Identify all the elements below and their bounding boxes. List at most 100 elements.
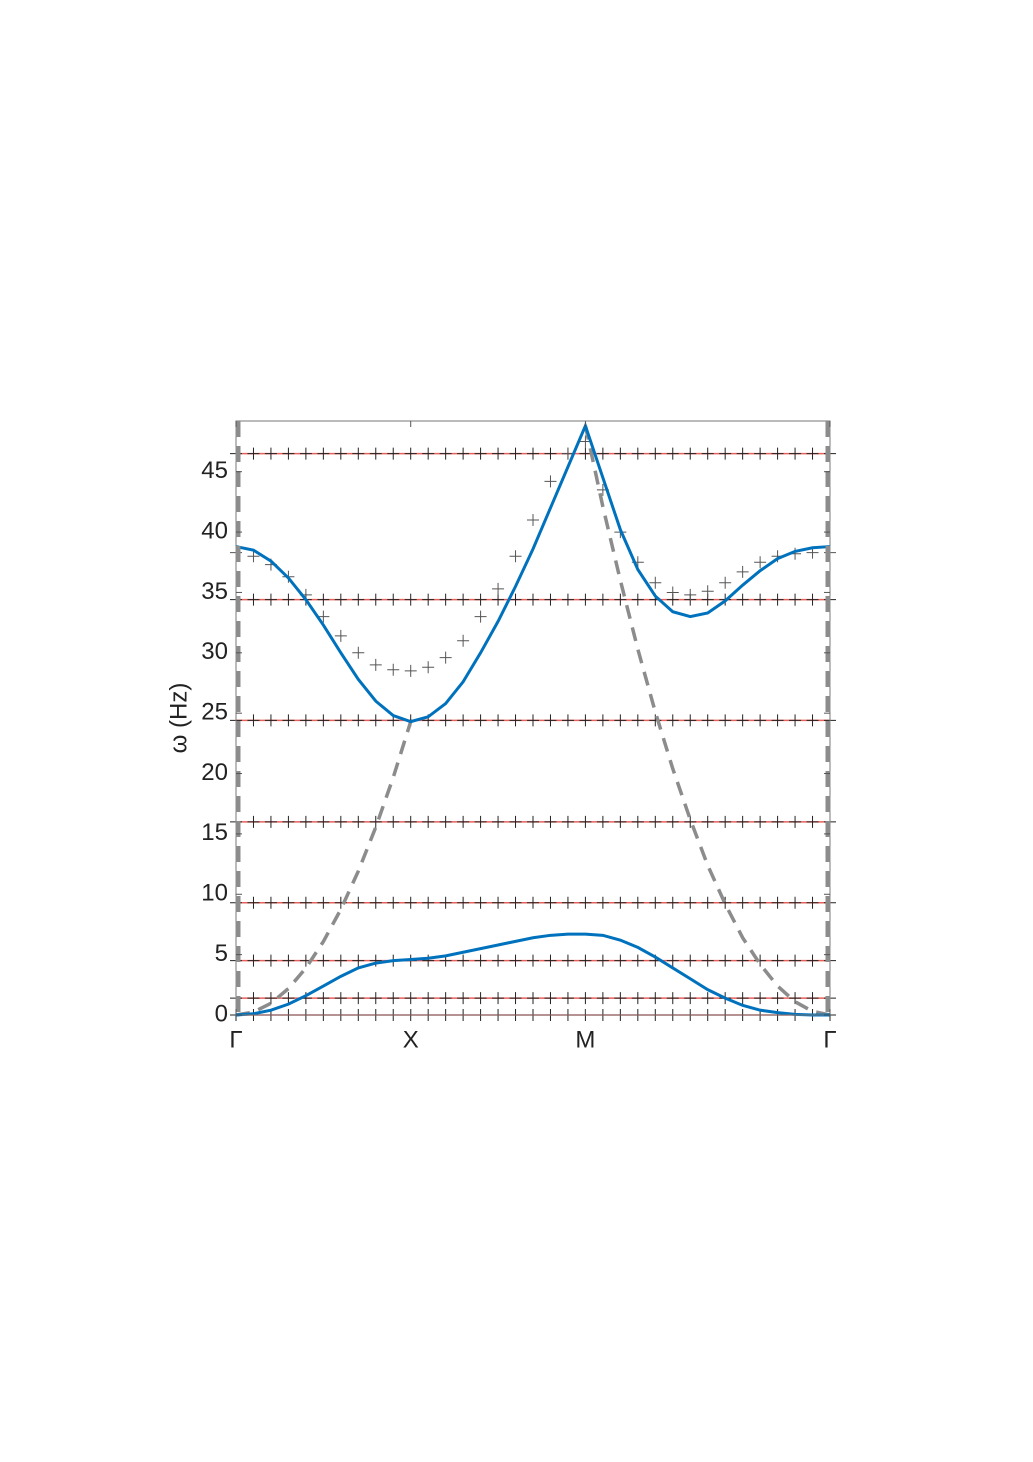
- plus-marker: [474, 447, 487, 460]
- plus-marker: [317, 610, 330, 623]
- plus-marker: [439, 593, 452, 606]
- plus-marker: [631, 714, 644, 727]
- plus-marker: [649, 992, 662, 1005]
- plus-marker: [439, 992, 452, 1005]
- plus-marker: [334, 714, 347, 727]
- plus-marker: [789, 815, 802, 828]
- plus-marker: [771, 954, 784, 967]
- plus-marker: [561, 593, 574, 606]
- plus-marker: [317, 992, 330, 1005]
- plus-marker: [439, 651, 452, 664]
- plus-marker: [369, 815, 382, 828]
- plus-marker: [806, 593, 819, 606]
- y-tick-label: 10: [201, 880, 228, 907]
- plus-marker: [701, 815, 714, 828]
- plus-marker: [282, 593, 295, 606]
- plus-marker: [666, 896, 679, 909]
- plus-marker: [596, 896, 609, 909]
- plus-marker: [754, 447, 767, 460]
- plus-marker: [684, 447, 697, 460]
- plus-marker: [579, 896, 592, 909]
- plus-marker: [631, 593, 644, 606]
- plus-marker: [719, 576, 732, 589]
- plus-marker: [544, 475, 557, 488]
- plus-marker: [701, 447, 714, 460]
- plus-marker: [561, 447, 574, 460]
- plus-marker: [404, 815, 417, 828]
- plus-marker: [719, 954, 732, 967]
- plus-marker: [666, 447, 679, 460]
- plus-marker: [369, 714, 382, 727]
- plus-marker: [684, 714, 697, 727]
- plus-marker: [282, 815, 295, 828]
- plus-marker: [509, 593, 522, 606]
- plus-marker: [264, 896, 277, 909]
- plus-marker: [352, 992, 365, 1005]
- y-tick-label: 35: [201, 578, 228, 605]
- plus-marker: [264, 593, 277, 606]
- plus-marker: [579, 447, 592, 460]
- plus-marker: [544, 954, 557, 967]
- plus-marker: [492, 714, 505, 727]
- plus-marker: [509, 992, 522, 1005]
- plus-marker: [317, 896, 330, 909]
- plus-marker: [247, 714, 260, 727]
- y-axis-label: ω (Hz): [165, 683, 192, 754]
- plus-marker: [527, 896, 539, 909]
- plus-marker: [404, 593, 417, 606]
- plus-marker: [684, 815, 697, 828]
- plus-marker: [771, 896, 784, 909]
- plus-marker: [631, 815, 644, 828]
- plus-marker: [422, 992, 435, 1005]
- plus-marker: [614, 992, 627, 1005]
- plus-marker: [404, 447, 417, 460]
- plus-marker: [509, 714, 522, 727]
- plus-marker: [736, 896, 749, 909]
- x-tick-label: M: [575, 1026, 595, 1053]
- plus-marker: [492, 815, 505, 828]
- plus-marker: [736, 593, 749, 606]
- plus-marker: [299, 447, 312, 460]
- plus-marker: [736, 815, 749, 828]
- plus-marker: [666, 815, 679, 828]
- plus-marker: [701, 954, 714, 967]
- y-tick-label: 5: [215, 940, 228, 967]
- plus-marker: [527, 714, 539, 727]
- plus-marker: [579, 714, 592, 727]
- plus-marker: [596, 447, 609, 460]
- plus-marker: [439, 815, 452, 828]
- plus-marker: [387, 593, 400, 606]
- plus-marker: [561, 815, 574, 828]
- plus-marker: [474, 815, 487, 828]
- plus-marker: [492, 954, 505, 967]
- plus-marker: [771, 815, 784, 828]
- plus-marker: [614, 954, 627, 967]
- plus-marker: [404, 664, 417, 677]
- plus-marker: [631, 447, 644, 460]
- plus-marker: [264, 447, 277, 460]
- plus-marker: [457, 593, 470, 606]
- frame: [235, 420, 831, 1016]
- plus-marker: [771, 593, 784, 606]
- plus-marker: [754, 815, 767, 828]
- plus-marker: [596, 593, 609, 606]
- plus-marker: [544, 593, 557, 606]
- plus-marker: [422, 896, 435, 909]
- plus-marker: [299, 815, 312, 828]
- plus-marker: [666, 992, 679, 1005]
- plus-marker: [527, 815, 539, 828]
- plus-marker: [544, 447, 557, 460]
- plus-marker: [439, 896, 452, 909]
- plus-marker: [631, 992, 644, 1005]
- plus-marker: [369, 954, 382, 967]
- plus-marker: [492, 582, 505, 595]
- plus-marker: [247, 954, 260, 967]
- plus-marker: [457, 714, 470, 727]
- plus-marker: [754, 992, 767, 1005]
- plus-marker: [387, 992, 400, 1005]
- plus-marker: [422, 447, 435, 460]
- plus-marker: [736, 992, 749, 1005]
- plus-marker: [352, 815, 365, 828]
- plus-marker: [352, 593, 365, 606]
